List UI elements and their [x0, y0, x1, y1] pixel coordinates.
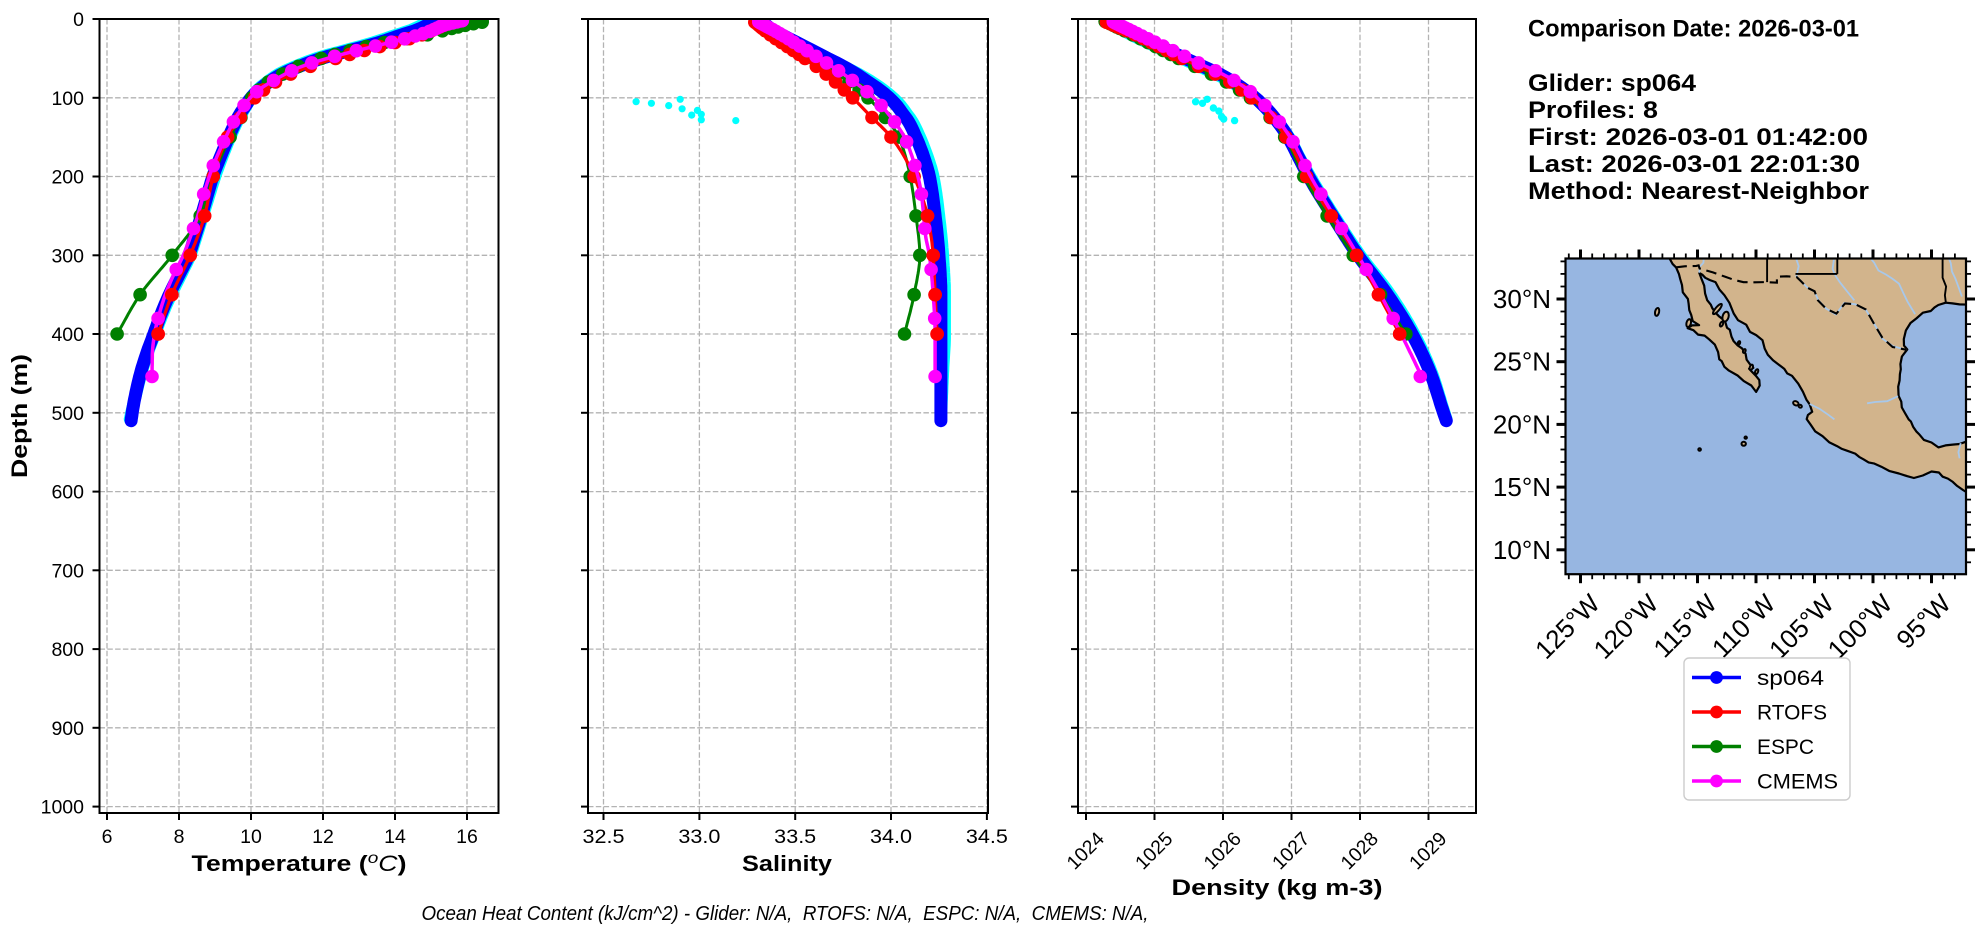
svg-text:CMEMS: CMEMS: [1757, 771, 1838, 794]
svg-text:800: 800: [51, 639, 84, 661]
svg-text:14: 14: [384, 826, 406, 848]
svg-text:0: 0: [73, 9, 84, 31]
svg-text:sp064: sp064: [1757, 667, 1824, 690]
svg-text:First: 2026-03-01 01:42:00: First: 2026-03-01 01:42:00: [1528, 124, 1868, 151]
svg-text:8: 8: [174, 826, 185, 848]
svg-text:200: 200: [51, 167, 84, 189]
svg-text:16: 16: [456, 826, 478, 848]
svg-text:12: 12: [312, 826, 334, 848]
svg-text:33.5: 33.5: [774, 826, 816, 848]
svg-text:1000: 1000: [41, 797, 85, 819]
svg-text:Depth (m): Depth (m): [7, 354, 32, 478]
svg-text:34.0: 34.0: [870, 826, 912, 848]
svg-text:Last: 2026-03-01 22:01:30: Last: 2026-03-01 22:01:30: [1528, 151, 1860, 178]
svg-text:700: 700: [51, 560, 84, 582]
svg-text:6: 6: [102, 826, 113, 848]
svg-text:Profiles: 8: Profiles: 8: [1528, 97, 1658, 124]
svg-text:RTOFS: RTOFS: [1757, 702, 1827, 725]
svg-text:400: 400: [51, 324, 84, 346]
svg-text:34.5: 34.5: [966, 826, 1008, 848]
svg-text:Comparison Date: 2026-03-01: Comparison Date: 2026-03-01: [1528, 16, 1859, 43]
svg-text:32.5: 32.5: [583, 826, 625, 848]
svg-text:10°N: 10°N: [1493, 535, 1551, 565]
svg-text:30°N: 30°N: [1493, 284, 1551, 314]
svg-text:100: 100: [51, 88, 84, 110]
svg-text:500: 500: [51, 403, 84, 425]
svg-text:25°N: 25°N: [1493, 347, 1551, 377]
svg-text:15°N: 15°N: [1493, 472, 1551, 502]
svg-text:33.0: 33.0: [678, 826, 720, 848]
svg-text:Method: Nearest-Neighbor: Method: Nearest-Neighbor: [1528, 178, 1869, 205]
svg-text:20°N: 20°N: [1493, 409, 1551, 439]
svg-text:Density (kg m-3): Density (kg m-3): [1172, 875, 1383, 900]
svg-text:ESPC: ESPC: [1757, 736, 1814, 759]
svg-text:900: 900: [51, 718, 84, 740]
svg-text:600: 600: [51, 482, 84, 504]
svg-text:Salinity: Salinity: [742, 851, 833, 876]
svg-text:300: 300: [51, 245, 84, 267]
svg-text:Glider: sp064: Glider: sp064: [1528, 70, 1697, 97]
svg-text:10: 10: [240, 826, 262, 848]
svg-text:Ocean Heat Content (kJ/cm^2) -: Ocean Heat Content (kJ/cm^2) - Glider: N…: [422, 902, 1149, 925]
